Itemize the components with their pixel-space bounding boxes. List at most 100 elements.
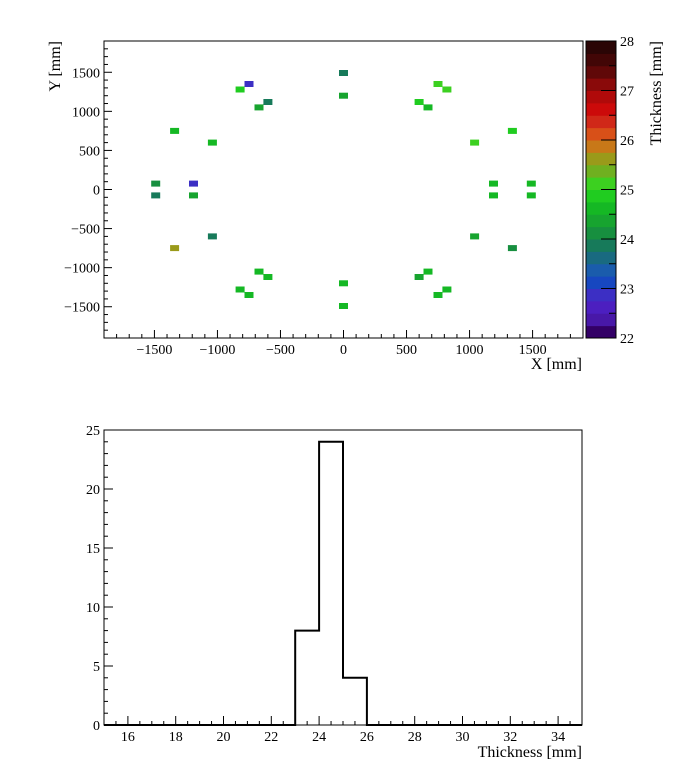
map-cell (507, 127, 517, 134)
map-cell (189, 192, 198, 199)
colorbar-block (586, 177, 616, 191)
map-cell (207, 139, 217, 146)
map-cell (526, 180, 536, 187)
hist-x-tick-label: 32 (503, 730, 517, 745)
colorbar-blocks (586, 41, 616, 339)
colorbar-tick-label: 27 (620, 85, 634, 100)
hist-y-tick-label: 5 (93, 660, 100, 675)
colorbar-ticks: 22 23 24 25 26 27 28 (601, 35, 634, 347)
hist-x-tick-label: 22 (264, 730, 278, 745)
hist-x-tick-label: 24 (312, 730, 326, 745)
hist-x-tick-label: 18 (169, 730, 183, 745)
map-cell (244, 81, 254, 87)
map-cell (254, 268, 264, 275)
map-cell (189, 180, 198, 187)
colorbar-block (586, 152, 616, 166)
colorbar-block (586, 164, 616, 178)
map-cell (442, 286, 452, 293)
hist-y-ticks: 0 5 10 15 20 25 (86, 424, 113, 734)
map-cell (470, 233, 480, 240)
map-cell (414, 99, 424, 105)
map-cell (263, 99, 273, 105)
map-x-tick-label: 1000 (456, 343, 484, 358)
colorbar-block (586, 78, 616, 92)
map-y-tick-label: −500 (71, 223, 100, 238)
colorbar-block (586, 300, 616, 314)
map-cell (470, 139, 480, 146)
map-cell (235, 286, 245, 293)
thickness-map-panel: −1500 −1000 −500 0 500 1000 1500 −1500 −1000 −50… (47, 40, 584, 373)
hist-x-tick-label: 16 (121, 730, 135, 745)
map-cell (507, 245, 517, 252)
map-x-tick-label: −500 (266, 343, 295, 358)
colorbar-tick-label: 24 (620, 233, 634, 248)
colorbar-block (586, 201, 616, 215)
colorbar-tick-label: 26 (620, 134, 634, 149)
colorbar-block (586, 41, 616, 54)
colorbar-block (586, 140, 616, 153)
colorbar-tick-label: 25 (620, 184, 634, 199)
colorbar-block (586, 313, 616, 327)
map-y-tick-label: 500 (79, 144, 100, 159)
colorbar-block (586, 288, 616, 302)
map-cell (254, 104, 264, 111)
map-cell (207, 233, 217, 240)
colorbar-block (586, 239, 616, 252)
map-cell (526, 192, 536, 199)
map-cell (433, 292, 443, 298)
hist-y-tick-label: 10 (86, 601, 100, 616)
colorbar-block (586, 226, 616, 240)
map-x-tick-label: 1500 (519, 343, 547, 358)
map-cell (423, 268, 433, 275)
colorbar-block (586, 325, 616, 339)
hist-x-tick-label: 28 (408, 730, 422, 745)
map-cell (489, 180, 498, 187)
hist-x-tick-label: 20 (217, 730, 231, 745)
map-cell (339, 303, 348, 309)
map-cell (339, 70, 348, 76)
colorbar-block (586, 90, 616, 104)
colorbar-block (586, 263, 616, 277)
map-cell (442, 86, 452, 93)
hist-x-tick-label: 26 (360, 730, 374, 745)
map-y-tick-label: −1500 (64, 301, 100, 316)
map-cell (489, 192, 498, 199)
map-cell (414, 274, 424, 280)
colorbar-block (586, 214, 616, 228)
colorbar-block (586, 276, 616, 290)
map-cell (339, 280, 348, 287)
map-cell (170, 245, 180, 252)
map-x-tick-label: 0 (340, 343, 347, 358)
map-cell (339, 92, 348, 99)
map-x-tick-label: 500 (396, 343, 417, 358)
hist-y-tick-label: 15 (86, 542, 100, 557)
map-cell (151, 192, 161, 199)
colorbar-tick-label: 23 (620, 283, 634, 298)
map-y-axis-title: Y [mm] (47, 41, 64, 92)
map-cell (244, 292, 254, 298)
colorbar-axis-title: Thickness [mm] (648, 41, 665, 145)
map-y-tick-label: 1500 (72, 66, 100, 81)
map-y-tick-label: −1000 (64, 262, 100, 277)
thickness-histogram-panel: 16 18 20 22 24 26 28 30 32 34 0 5 10 15 20 25 Thicknes… (86, 424, 583, 761)
colorbar-block (586, 189, 616, 203)
colorbar-block (586, 115, 616, 129)
map-cell (235, 86, 245, 93)
map-cell (170, 127, 180, 134)
map-y-ticks: −1500 −1000 −500 0 500 1000 1500 (64, 48, 112, 331)
map-cell (433, 81, 443, 87)
colorbar-block (586, 65, 616, 79)
map-plot-area (104, 41, 583, 338)
map-x-ticks: −1500 −1000 −500 0 500 1000 1500 (116, 330, 571, 358)
colorbar-block (586, 102, 616, 116)
colorbar-block (586, 53, 616, 67)
colorbar-block (586, 251, 616, 265)
map-x-axis-title: X [mm] (531, 356, 582, 373)
colorbar: 22 23 24 25 26 27 28 Thickness [mm] (585, 35, 665, 347)
hist-x-tick-label: 34 (551, 730, 565, 745)
hist-y-tick-label: 20 (86, 483, 100, 498)
map-cell (423, 104, 433, 111)
hist-y-tick-label: 0 (93, 719, 100, 734)
hist-y-tick-label: 25 (86, 424, 100, 439)
